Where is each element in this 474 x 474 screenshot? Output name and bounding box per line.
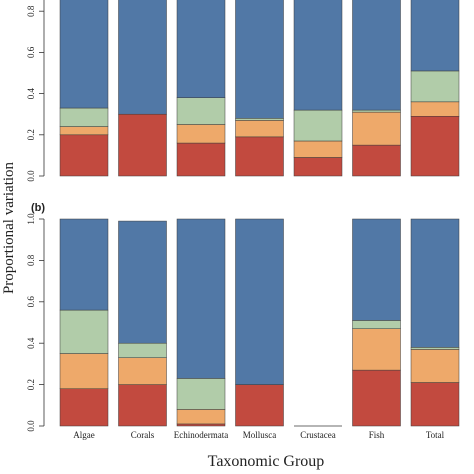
y-axis-label: Proportional variation — [1, 161, 17, 294]
bar-segment — [410, 70, 460, 103]
bar-segment — [59, 134, 109, 177]
bar-segment — [352, 111, 401, 146]
y-tick-label: 0.4 — [26, 337, 36, 349]
bar-segment — [410, 0, 460, 72]
x-tick-label: Algae — [73, 430, 95, 440]
bar-segment — [352, 0, 401, 111]
bar-segment — [59, 309, 109, 354]
bar-segment — [410, 347, 460, 350]
bar-segment — [59, 353, 109, 389]
panel-b: 0.0 0.2 0.4 0.6 0.8 1.0(b) Algae Corals Echinode… — [26, 202, 460, 440]
bar-segment — [293, 157, 343, 177]
bar-segment — [176, 0, 226, 98]
bar-segment — [59, 218, 109, 311]
bar-segment — [235, 218, 284, 385]
bar-segment — [118, 220, 167, 344]
y-tick-label: 0.6 — [26, 46, 36, 58]
y-tick-label: 0.2 — [26, 129, 36, 140]
bar-segment — [176, 97, 226, 125]
bar-segment — [176, 378, 226, 410]
bar-segment — [235, 120, 284, 138]
bar-segment — [352, 320, 401, 329]
bar-segment — [235, 118, 284, 121]
bar-segment — [410, 116, 460, 177]
x-tick-label: Mollusca — [243, 430, 277, 440]
x-tick-label: Fish — [369, 430, 385, 440]
bar-segment — [293, 0, 343, 111]
y-tick-label: 0.4 — [26, 87, 36, 99]
y-tick-label: 0.8 — [26, 5, 36, 17]
bar-segment — [352, 218, 401, 321]
bar-segment — [235, 384, 284, 427]
bar-segment — [410, 349, 460, 383]
y-tick-label: 0.8 — [26, 254, 36, 266]
bar-segment — [59, 126, 109, 136]
bar-segment — [410, 101, 460, 117]
bar-segment — [118, 113, 167, 177]
bar-segment — [176, 423, 226, 427]
y-tick-label: 1.0 — [26, 213, 36, 225]
bar-segment — [352, 369, 401, 427]
bar-segment — [176, 142, 226, 177]
panel-a: 0.0 0.2 0.4 0.6 0.8 — [26, 0, 460, 182]
bar-segment — [176, 124, 226, 144]
bar-segment — [59, 0, 109, 109]
y-tick-label: 0.2 — [26, 379, 36, 390]
bar-segment — [118, 357, 167, 385]
bar-segment — [59, 388, 109, 427]
bar-segment — [352, 109, 401, 113]
bar-segment — [293, 109, 343, 142]
bar-segment — [118, 342, 167, 358]
y-tick-label: 0.0 — [26, 420, 36, 432]
bar-segment — [352, 144, 401, 177]
bar-segment — [352, 328, 401, 371]
bar-segment — [118, 0, 167, 115]
bar-segment — [59, 107, 109, 127]
bar-segment — [176, 218, 226, 379]
bar-segment — [235, 0, 284, 119]
bar-segment — [410, 218, 460, 348]
x-tick-label: Total — [426, 430, 445, 440]
panel-label: (b) — [31, 202, 45, 214]
x-axis-label: Taxonomic Group — [208, 453, 325, 470]
y-tick-label: 0.0 — [26, 170, 36, 182]
bar-segment — [410, 382, 460, 427]
x-tick-label: Crustacea — [300, 430, 335, 440]
x-tick-label: Echinodermata — [174, 430, 228, 440]
y-tick-label: 0.6 — [26, 296, 36, 308]
bar-segment — [235, 136, 284, 177]
bar-segment — [293, 140, 343, 158]
bar-segment — [176, 409, 226, 425]
bar-segment — [118, 384, 167, 427]
x-tick-label: Corals — [131, 430, 155, 440]
